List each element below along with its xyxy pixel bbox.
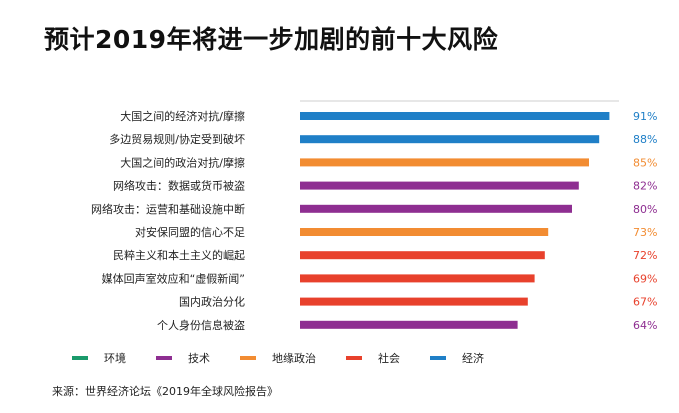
value-label: 85% — [633, 156, 657, 169]
category-label: 国内政治分化 — [179, 295, 245, 309]
value-label: 91% — [633, 110, 657, 123]
category-label: 大国之间的政治对抗/摩擦 — [120, 155, 245, 169]
legend-item: 地缘政治 — [240, 350, 316, 366]
category-label: 大国之间的经济对抗/摩擦 — [120, 109, 245, 123]
category-label: 媒体回声室效应和“虚假新闻” — [102, 271, 245, 285]
bar — [300, 274, 535, 283]
value-label: 73% — [633, 226, 657, 239]
value-label: 72% — [633, 249, 657, 262]
bar — [300, 228, 549, 236]
category-label: 民粹主义和本土主义的崛起 — [113, 248, 245, 262]
value-label: 64% — [633, 319, 657, 332]
chart-title: 预计2019年将进一步加剧的前十大风险 — [44, 25, 499, 54]
category-label: 网络攻击：数据或货币被盗 — [113, 179, 245, 193]
value-label: 88% — [633, 133, 657, 146]
legend-item: 社会 — [346, 350, 400, 366]
legend-item: 环境 — [72, 350, 126, 366]
legend-label: 地缘政治 — [272, 352, 316, 365]
value-label: 69% — [633, 272, 657, 285]
legend-swatch — [72, 356, 88, 360]
bar — [300, 181, 579, 190]
category-label: 网络攻击：运营和基础设施中断 — [91, 202, 245, 216]
bar — [300, 320, 518, 329]
legend-label: 环境 — [104, 352, 126, 365]
category-label: 多边贸易规则/协定受到破坏 — [109, 132, 245, 146]
source-note: 来源：世界经济论坛《2019年全球风险报告》 — [52, 385, 278, 398]
legend-item: 技术 — [156, 350, 210, 366]
category-label: 个人身份信息被盗 — [157, 318, 245, 332]
chart-legend: 环境 技术 地缘政治 社会 经济 — [72, 350, 514, 366]
legend-swatch — [156, 356, 172, 360]
bar — [300, 112, 610, 120]
bar — [300, 251, 545, 260]
value-label: 82% — [633, 180, 657, 193]
legend-swatch — [240, 356, 256, 360]
legend-swatch — [430, 356, 446, 360]
legend-label: 社会 — [378, 352, 400, 365]
category-label: 对安保同盟的信心不足 — [135, 225, 245, 239]
bar — [300, 297, 528, 306]
value-label: 67% — [633, 296, 657, 309]
legend-item: 经济 — [430, 350, 484, 366]
bar — [300, 135, 600, 144]
legend-label: 经济 — [462, 352, 484, 365]
legend-label: 技术 — [188, 352, 210, 365]
value-label: 80% — [633, 203, 657, 216]
bar — [300, 158, 589, 167]
legend-swatch — [346, 356, 362, 360]
bar — [300, 204, 572, 213]
